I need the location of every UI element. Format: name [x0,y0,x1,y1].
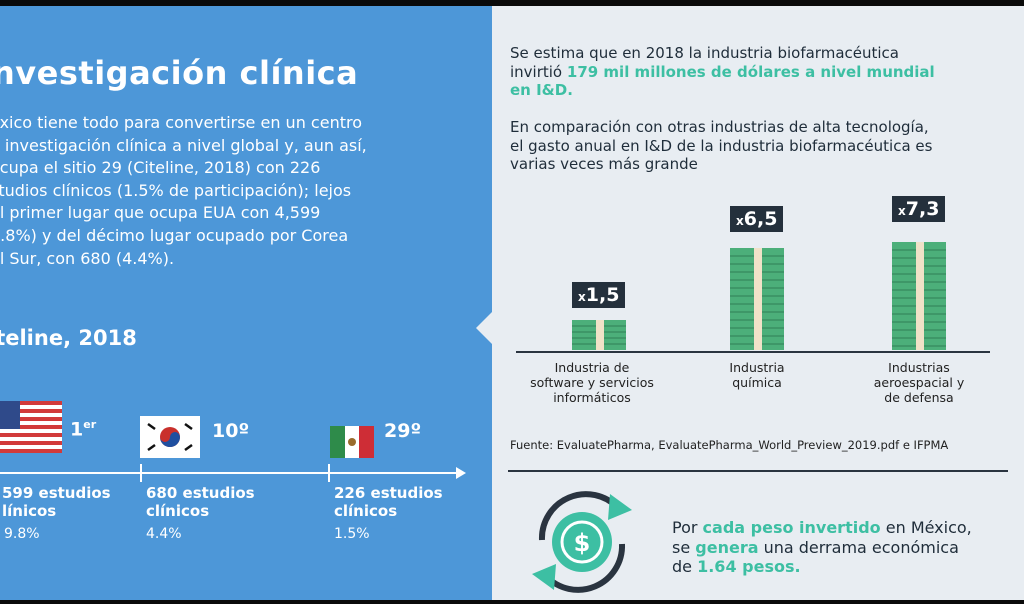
bar-label-line: aeroespacial y [873,375,965,390]
intro-line: invirtió 179 mil millones de dólares a n… [510,63,935,82]
bar-label: Industria de software y servicios inform… [512,360,672,405]
paragraph-line: el Sur, con 680 (4.4%). [0,248,175,268]
intro-line: Se estima que en 2018 la industria biofa… [510,44,899,62]
money-stack-icon [572,320,626,350]
comparison-text: En comparación con otras industrias de a… [510,118,932,174]
multiplier-text-part: en México, [880,518,972,537]
section-subtitle: iteline, 2018 [0,326,137,350]
multiplier-line: se genera una derrama económica [672,538,972,558]
korea-studies-line: clínicos [146,502,210,520]
usa-flag-icon [0,401,62,453]
money-stack-icon [892,242,946,350]
multiplier-line: de 1.64 pesos. [672,557,972,577]
bar-label: Industrias aeroespacial y de defensa [854,360,984,405]
page-title: nvestigación clínica [0,54,359,92]
multiplier-text-part: Por [672,518,703,537]
timeline-tick [328,464,330,482]
money-stack-icon [730,248,784,350]
korea-studies: 680 estudios clínicos [146,484,255,520]
multiplier-text-part: se [672,537,696,557]
compare-line: En comparación con otras industrias de a… [510,118,929,136]
rank-mexico: 29º [384,420,422,442]
source-note: Fuente: EvaluatePharma, EvaluatePharma_W… [510,438,949,452]
multiplier-value: 6,5 [743,208,778,230]
multiplier-prefix: x [898,204,906,218]
compare-line: varias veces más grande [510,155,698,173]
korea-flag-icon [140,416,200,458]
mexico-studies: 226 estudios clínicos [334,484,443,520]
paragraph-line: 9.8%) y del décimo lugar ocupado por Cor… [0,225,349,245]
investment-intro: Se estima que en 2018 la industria biofa… [510,44,935,100]
usa-studies-line: 599 estudios [2,484,111,502]
intro-paragraph: éxico tiene todo para convertirse en un … [0,112,470,270]
timeline-tick [140,464,142,482]
bar-label-line: química [732,375,782,390]
bar-label-line: Industria de [554,360,630,375]
usa-percent: 9.8% [4,526,40,542]
multiplier-value: 1,5 [585,284,620,306]
intro-text: invirtió [510,62,567,81]
multiplier-badge: x1,5 [572,282,626,308]
multiplier-prefix: x [578,290,586,304]
bar-label-line: Industrias [888,360,950,375]
left-panel: nvestigación clínica éxico tiene todo pa… [0,6,492,600]
chart-baseline [516,351,990,353]
bar-label: Industria química [692,360,822,390]
mexico-percent: 1.5% [334,526,370,542]
bar-label-line: informáticos [553,390,631,405]
dollar-cycle-icon: $ [532,491,632,593]
paragraph-line: e investigación clínica a nivel global y… [0,135,367,155]
paragraph-line: ocupa el sitio 29 (Citeline, 2018) con 2… [0,158,321,178]
multiplier-highlight: genera [695,537,759,557]
usa-studies: 599 estudios línicos [2,484,111,520]
multiplier-text: Por cada peso invertido en México, se ge… [672,518,972,577]
bar-label-line: software y servicios [530,375,654,390]
paragraph-line: studios clínicos (1.5% de participación)… [0,180,352,200]
usa-studies-line: línicos [2,502,57,520]
timeline-arrow-icon [456,467,466,479]
multiplier-highlight: cada peso invertido [702,518,881,537]
bar-label-line: Industria [729,360,785,375]
panel-pointer [476,312,492,344]
multiplier-value: 7,3 [905,198,940,220]
rank-usa-number: 1 [70,418,84,441]
compare-line: el gasto anual en I&D de la industria bi… [510,136,933,155]
paragraph-line: el primer lugar que ocupa EUA con 4,599 [0,203,321,223]
multiplier-highlight: 1.64 pesos. [697,557,801,576]
section-divider [508,470,1008,472]
multiplier-text-part: de [672,557,698,576]
korea-percent: 4.4% [146,526,182,542]
mexico-studies-line: 226 estudios [334,484,443,502]
bar-label-line: de defensa [884,390,954,405]
multiplier-badge: x7,3 [892,196,946,222]
korea-studies-line: 680 estudios [146,484,255,502]
intro-highlight: 179 mil millones de dólares a nivel mund… [566,62,935,81]
multiplier-line: Por cada peso invertido en México, [672,518,972,538]
multiplier-text-part: una derrama económica [758,537,959,557]
mexico-studies-line: clínicos [334,502,398,520]
rank-usa: 1er [70,418,96,440]
multiplier-badge: x6,5 [730,206,784,232]
timeline-axis [0,472,462,474]
multiplier-prefix: x [736,214,744,228]
rank-korea: 10º [212,420,250,442]
svg-text:$: $ [574,529,591,557]
mexico-flag-icon [330,426,374,458]
right-panel: Se estima que en 2018 la industria biofa… [492,6,1024,600]
rank-usa-suffix: er [83,418,97,431]
intro-highlight: en I&D. [510,81,573,99]
paragraph-line: éxico tiene todo para convertirse en un … [0,113,362,132]
